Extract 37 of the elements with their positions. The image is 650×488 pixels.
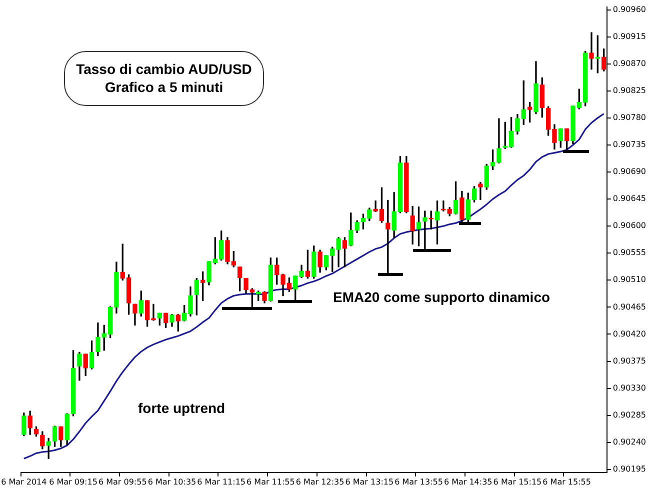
y-tick-label: 0.90465 [612,302,646,312]
y-tick-label: 0.90195 [612,464,646,474]
x-tick-label: 6 Mar 15:55 [542,477,591,486]
x-tick-label: 6 Mar 11:15 [197,477,246,486]
y-tick-label: 0.90825 [612,86,646,95]
x-tick-label: 6 Mar 15:15 [493,477,542,486]
y-tick-label: 0.90555 [612,248,646,258]
annotation: EMA20 come supporto dinamico [333,289,550,305]
y-tick-label: 0.90690 [612,167,646,176]
y-tick-label: 0.90600 [612,221,646,230]
y-tick-label: 0.90240 [612,437,646,446]
y-tick-label: 0.90780 [612,113,646,122]
x-tick-label: 6 Mar 13:55 [394,477,443,486]
y-tick-label: 0.90915 [612,32,646,41]
y-tick-label: 0.90375 [612,356,646,366]
y-tick-label: 0.90330 [612,383,646,392]
x-tick-label: 6 Mar 14:35 [444,477,492,486]
y-tick-label: 0.90420 [612,329,646,338]
x-tick-label: 6 Mar 10:35 [148,477,196,486]
y-tick-label: 0.90960 [612,4,646,14]
text: Tasso di cambio AUD/USD [75,60,253,78]
x-tick-label: 6 Mar 12:35 [296,477,344,486]
x-tick-label: 6 Mar 09:15 [49,477,98,486]
y-tick-label: 0.90510 [612,275,646,284]
candlestick [422,210,428,250]
y-tick-label: 0.90645 [612,194,646,204]
candlestick [478,182,483,200]
text: Grafico a 5 minuti [104,78,224,96]
x-tick-label: 6 Mar 11:55 [246,477,295,486]
x-tick-label: 6 Mar 2014 [1,477,47,486]
y-tick-label: 0.90285 [612,410,646,420]
y-tick-label: 0.90735 [612,140,646,150]
candlestick [589,32,594,70]
x-tick-label: 6 Mar 13:15 [345,477,394,486]
y-tick-label: 0.90870 [612,58,646,68]
annotation: forte uptrend [138,400,226,416]
x-tick-label: 6 Mar 09:55 [98,477,147,486]
